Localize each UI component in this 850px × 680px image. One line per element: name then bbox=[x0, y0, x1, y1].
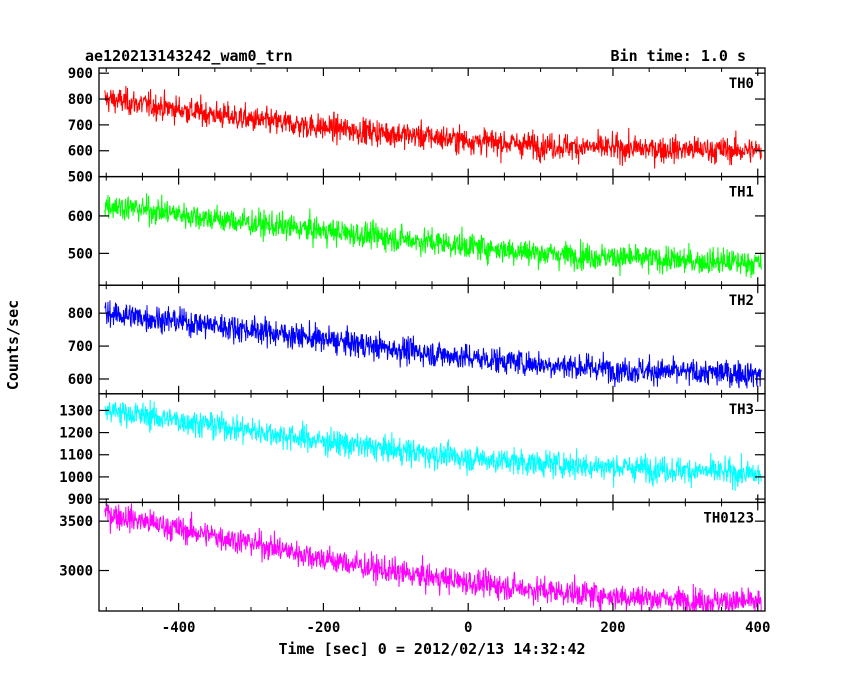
y-tick-label: 3000 bbox=[59, 564, 93, 580]
x-tick-label: 400 bbox=[745, 620, 770, 636]
x-tick-label: -200 bbox=[307, 620, 341, 636]
panel-th2: 600 700 800 TH2 bbox=[68, 284, 766, 395]
series-line-th0123 bbox=[104, 503, 762, 611]
y-tick-label: 600 bbox=[68, 144, 93, 160]
panel-label: TH2 bbox=[729, 293, 754, 309]
series-line-th3 bbox=[104, 399, 762, 492]
y-tick-label: 600 bbox=[68, 372, 93, 388]
y-tick-label: 900 bbox=[68, 66, 93, 82]
panel-label: TH3 bbox=[729, 402, 754, 418]
y-tick-label: 800 bbox=[68, 92, 93, 108]
y-tick-label: 1300 bbox=[59, 403, 93, 419]
y-tick-label: 500 bbox=[68, 246, 93, 262]
chart-title: ae120213143242_wam0_trn bbox=[85, 47, 293, 65]
series-line-th2 bbox=[104, 300, 762, 389]
y-axis-label: Counts/sec bbox=[4, 300, 22, 390]
panel-th3: 900 1000 1100 1200 1300 TH3 bbox=[59, 393, 766, 508]
panel-label: TH0 bbox=[729, 76, 754, 92]
x-tick-label: -400 bbox=[162, 620, 196, 636]
y-tick-label: 500 bbox=[68, 170, 93, 186]
series-line-th1 bbox=[104, 193, 762, 279]
y-tick-label: 1100 bbox=[59, 448, 93, 464]
y-tick-label: 1000 bbox=[59, 470, 93, 486]
y-tick-label: 700 bbox=[68, 339, 93, 355]
panel-frame bbox=[98, 67, 766, 178]
panel-th1: 500 600 TH1 bbox=[68, 175, 766, 286]
x-axis-label: Time [sec] 0 = 2012/02/13 14:32:42 bbox=[278, 640, 585, 658]
y-tick-label: 900 bbox=[68, 492, 93, 508]
panel-th0: 500 600 700 800 900 TH0 bbox=[68, 66, 766, 186]
series-line-th0 bbox=[104, 85, 762, 169]
panel-label: TH1 bbox=[729, 185, 754, 201]
y-tick-label: 3500 bbox=[59, 514, 93, 530]
x-tick-label: 0 bbox=[464, 620, 472, 636]
y-tick-label: 1200 bbox=[59, 426, 93, 442]
x-tick-label: 200 bbox=[600, 620, 625, 636]
panels-group: 500 600 700 800 900 TH0 500 600 TH1 600 700 800 TH2 9… bbox=[59, 66, 766, 612]
panel-label: TH0123 bbox=[703, 510, 754, 526]
panel-th0123: 3000 3500 TH0123 bbox=[59, 501, 766, 612]
y-tick-label: 800 bbox=[68, 306, 93, 322]
x-axis: -400 -200 0 200 400 bbox=[162, 620, 771, 636]
y-tick-label: 600 bbox=[68, 209, 93, 225]
y-tick-label: 700 bbox=[68, 118, 93, 134]
bin-time-label: Bin time: 1.0 s bbox=[611, 47, 746, 65]
